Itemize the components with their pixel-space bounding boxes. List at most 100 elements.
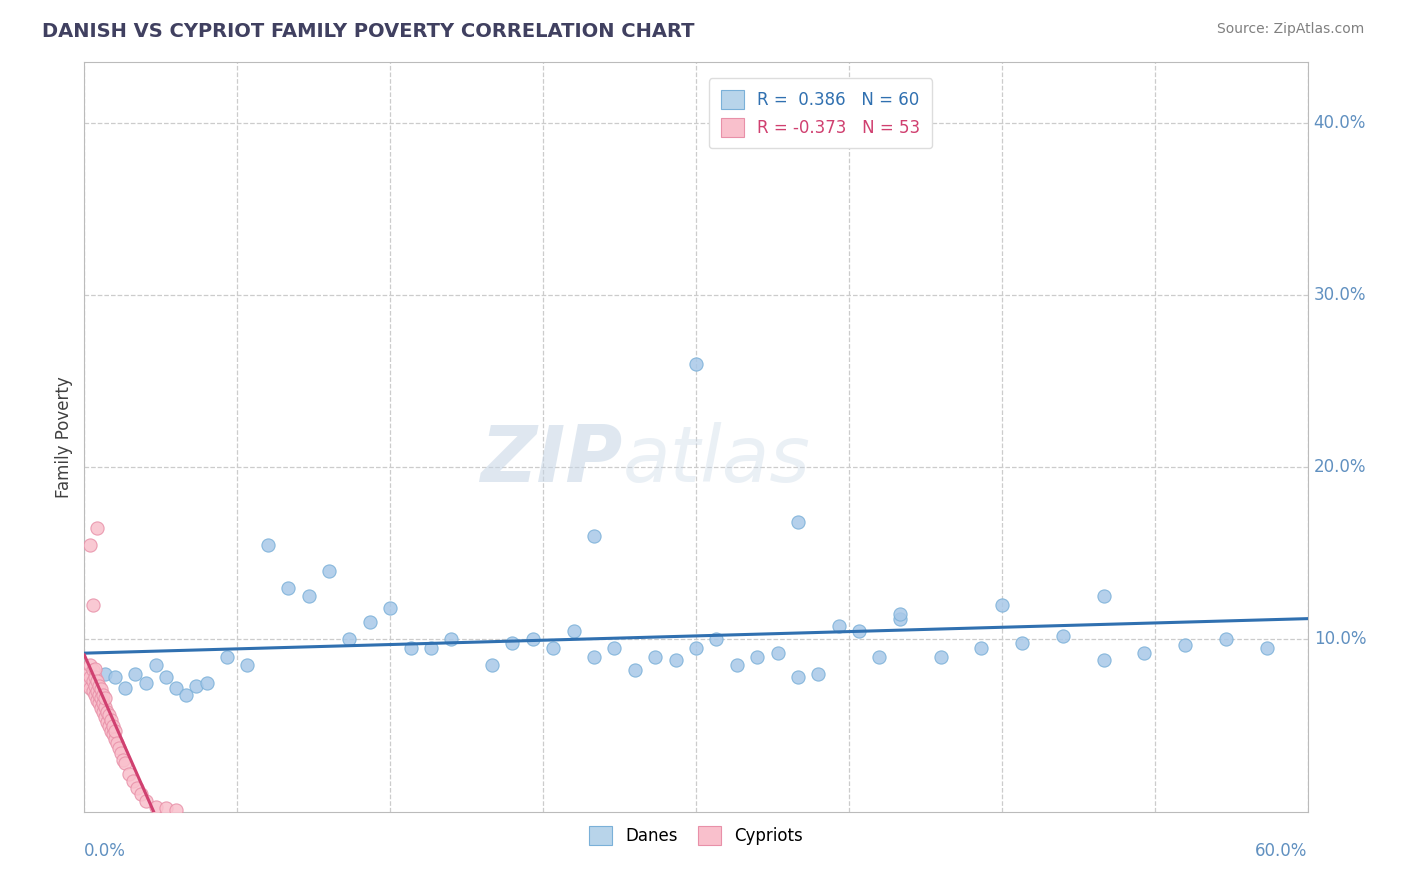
- Text: 10.0%: 10.0%: [1313, 631, 1367, 648]
- Point: [1256, 641, 1278, 656]
- Point: [87, 696, 110, 710]
- Point: [339, 632, 361, 647]
- Point: [100, 714, 122, 728]
- Point: [135, 794, 157, 808]
- Point: [155, 670, 177, 684]
- Point: [91, 696, 114, 710]
- Point: [127, 780, 149, 795]
- Point: [82, 598, 104, 612]
- Point: [83, 675, 105, 690]
- Point: [124, 667, 146, 681]
- Point: [79, 658, 101, 673]
- Point: [1092, 653, 1115, 667]
- Point: [79, 670, 101, 684]
- Point: [101, 718, 124, 732]
- Point: [420, 641, 443, 656]
- Point: [1052, 629, 1074, 643]
- Point: [86, 684, 108, 698]
- Point: [90, 682, 112, 697]
- Point: [114, 756, 136, 771]
- Point: [83, 688, 105, 702]
- Point: [318, 564, 340, 578]
- Point: [122, 773, 145, 788]
- Point: [725, 658, 748, 673]
- Point: [90, 691, 112, 706]
- Point: [79, 538, 101, 552]
- Text: 30.0%: 30.0%: [1313, 286, 1367, 304]
- Legend: Danes, Cypriots: Danes, Cypriots: [582, 820, 810, 852]
- Point: [93, 691, 115, 706]
- Point: [145, 658, 167, 673]
- Point: [380, 601, 402, 615]
- Point: [889, 607, 911, 621]
- Text: ZIP: ZIP: [481, 422, 623, 498]
- Point: [77, 675, 100, 690]
- Point: [91, 705, 114, 719]
- Point: [165, 681, 187, 695]
- Point: [82, 684, 104, 698]
- Point: [87, 688, 110, 702]
- Y-axis label: Family Poverty: Family Poverty: [55, 376, 73, 498]
- Point: [87, 679, 110, 693]
- Point: [399, 641, 422, 656]
- Point: [217, 649, 239, 664]
- Point: [869, 649, 891, 664]
- Point: [685, 357, 707, 371]
- Point: [91, 688, 114, 702]
- Point: [186, 679, 208, 693]
- Text: atlas: atlas: [623, 422, 810, 498]
- Point: [603, 641, 626, 656]
- Point: [991, 598, 1014, 612]
- Point: [83, 679, 105, 693]
- Point: [118, 767, 141, 781]
- Point: [131, 788, 153, 802]
- Point: [174, 688, 197, 702]
- Point: [101, 727, 124, 741]
- Point: [706, 632, 728, 647]
- Point: [1174, 638, 1197, 652]
- Point: [1011, 636, 1033, 650]
- Point: [583, 649, 606, 664]
- Point: [135, 675, 157, 690]
- Point: [787, 670, 810, 684]
- Point: [195, 675, 218, 690]
- Point: [848, 624, 870, 638]
- Point: [112, 753, 135, 767]
- Point: [236, 658, 259, 673]
- Text: Source: ZipAtlas.com: Source: ZipAtlas.com: [1216, 22, 1364, 37]
- Point: [105, 736, 128, 750]
- Point: [889, 612, 911, 626]
- Point: [522, 632, 544, 647]
- Point: [83, 670, 105, 684]
- Point: [502, 636, 524, 650]
- Point: [93, 667, 115, 681]
- Point: [929, 649, 952, 664]
- Point: [96, 715, 118, 730]
- Point: [86, 692, 108, 706]
- Point: [298, 590, 321, 604]
- Point: [145, 799, 167, 814]
- Point: [257, 538, 280, 552]
- Point: [93, 699, 115, 714]
- Point: [86, 520, 108, 534]
- Point: [970, 641, 993, 656]
- Point: [624, 664, 647, 678]
- Point: [807, 667, 830, 681]
- Point: [100, 723, 122, 738]
- Point: [165, 803, 187, 817]
- Point: [155, 801, 177, 815]
- Point: [1215, 632, 1237, 647]
- Text: 0.0%: 0.0%: [84, 842, 127, 860]
- Point: [97, 708, 120, 723]
- Point: [481, 658, 503, 673]
- Point: [277, 581, 299, 595]
- Text: DANISH VS CYPRIOT FAMILY POVERTY CORRELATION CHART: DANISH VS CYPRIOT FAMILY POVERTY CORRELA…: [42, 22, 695, 41]
- Point: [543, 641, 565, 656]
- Point: [104, 732, 127, 747]
- Point: [79, 681, 101, 695]
- Text: 60.0%: 60.0%: [1256, 842, 1308, 860]
- Point: [82, 664, 104, 678]
- Text: 40.0%: 40.0%: [1313, 113, 1367, 132]
- Point: [110, 746, 132, 760]
- Point: [359, 615, 381, 630]
